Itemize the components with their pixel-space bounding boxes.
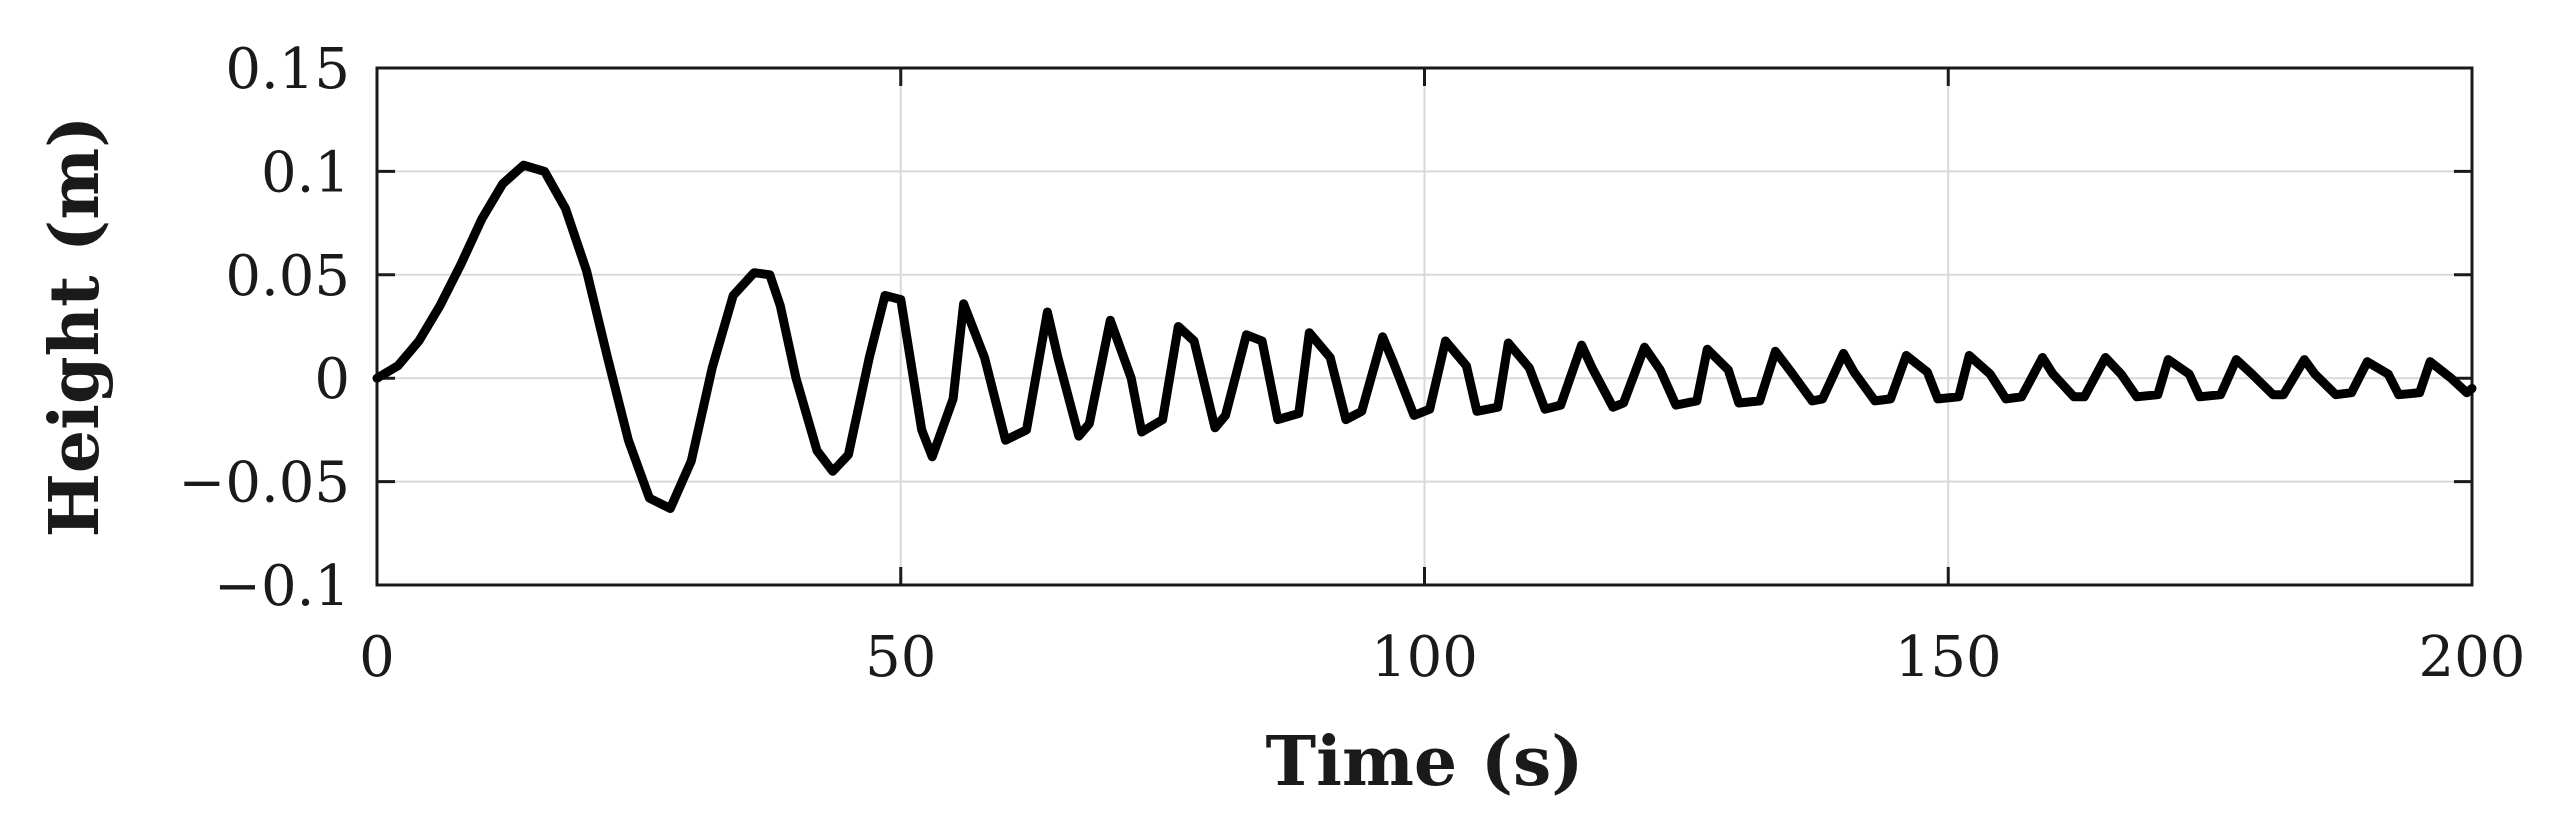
x-tick-label: 50 bbox=[865, 625, 936, 690]
x-axis-title: Time (s) bbox=[1266, 722, 1584, 802]
x-tick-labels: 0 50 100 150 200 bbox=[359, 625, 2525, 690]
tick-marks bbox=[375, 66, 2474, 587]
y-tick-label: −0.05 bbox=[178, 451, 350, 516]
y-tick-labels: −0.1 −0.05 0 0.05 0.1 0.15 bbox=[178, 37, 350, 619]
series-line bbox=[372, 160, 2477, 513]
x-tick-label: 100 bbox=[1371, 625, 1478, 690]
grid-lines bbox=[376, 67, 2473, 586]
y-tick-label: 0.05 bbox=[225, 244, 350, 309]
x-tick-label: 0 bbox=[359, 625, 395, 690]
x-tick-label: 200 bbox=[2419, 625, 2526, 690]
y-axis-title: Height (m) bbox=[35, 116, 115, 538]
y-tick-label: 0.1 bbox=[261, 140, 350, 205]
y-tick-label: 0 bbox=[314, 347, 350, 412]
y-tick-label: −0.1 bbox=[214, 554, 350, 619]
x-tick-label: 150 bbox=[1895, 625, 2002, 690]
y-tick-label: 0.15 bbox=[225, 37, 350, 102]
